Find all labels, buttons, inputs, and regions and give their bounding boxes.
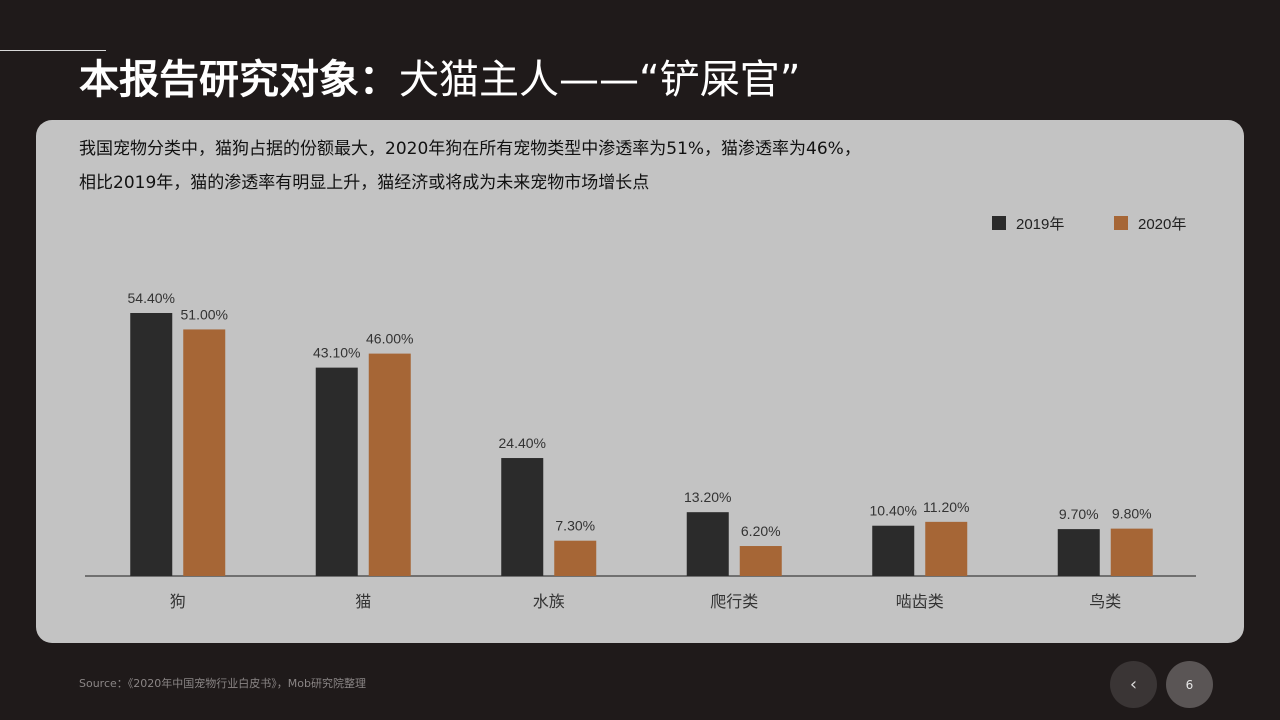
title-rest: 犬猫主人——“铲屎官” [399, 57, 801, 103]
bar-2020-5 [1110, 528, 1153, 576]
data-label-2019-2: 24.40% [499, 435, 546, 451]
content-panel [36, 120, 1244, 643]
data-label-2020-3: 6.20% [741, 523, 781, 539]
bar-2020-2 [554, 540, 597, 576]
bar-2019-1 [315, 367, 358, 576]
top-divider [0, 50, 106, 51]
data-label-2019-3: 13.20% [684, 489, 731, 505]
bar-2019-3 [686, 512, 729, 576]
bar-2020-3 [739, 546, 782, 576]
x-tick-label-4: 啮齿类 [896, 593, 944, 611]
x-tick-label-1: 猫 [355, 593, 371, 611]
description-line-1: 我国宠物分类中，猫狗占据的份额最大，2020年狗在所有宠物类型中渗透率为51%，… [79, 139, 861, 159]
x-tick-label-0: 狗 [170, 593, 186, 611]
description-line-2: 相比2019年，猫的渗透率有明显上升，猫经济或将成为未来宠物市场增长点 [79, 173, 650, 193]
data-label-2020-1: 46.00% [366, 331, 413, 347]
source-note: Source：《2020年中国宠物行业白皮书》，Mob研究院整理 [79, 677, 366, 690]
bar-2019-5 [1057, 529, 1100, 576]
bar-2019-0 [130, 313, 173, 576]
data-label-2020-2: 7.30% [555, 518, 595, 534]
data-label-2019-5: 9.70% [1059, 506, 1099, 522]
data-label-2019-4: 10.40% [870, 503, 917, 519]
description: 我国宠物分类中，猫狗占据的份额最大，2020年狗在所有宠物类型中渗透率为51%，… [79, 132, 861, 200]
x-tick-label-5: 鸟类 [1089, 593, 1121, 611]
bar-2020-1 [368, 353, 411, 576]
page-number: 6 [1185, 677, 1194, 692]
data-label-2019-1: 43.10% [313, 345, 360, 361]
data-label-2020-4: 11.20% [923, 499, 969, 515]
x-tick-label-2: 水族 [533, 593, 565, 611]
prev-page-button[interactable]: ‹ [1110, 661, 1157, 708]
bar-2019-2 [501, 458, 544, 576]
legend-label-1: 2020年 [1138, 216, 1186, 233]
data-label-2020-5: 9.80% [1112, 506, 1152, 522]
page-number-button[interactable]: 6 [1166, 661, 1213, 708]
data-label-2019-0: 54.40% [128, 290, 175, 306]
legend-swatch-1 [1114, 216, 1128, 230]
title-bold: 本报告研究对象： [79, 57, 399, 103]
bar-2020-4 [925, 521, 968, 576]
bar-2020-0 [183, 329, 226, 576]
page-title: 本报告研究对象：犬猫主人——“铲屎官” [79, 54, 800, 106]
bar-2019-4 [872, 525, 915, 576]
legend-swatch-0 [992, 216, 1006, 230]
legend-label-0: 2019年 [1016, 216, 1064, 233]
data-label-2020-0: 51.00% [181, 306, 228, 322]
chevron-left-icon: ‹ [1129, 674, 1138, 695]
x-tick-label-3: 爬行类 [710, 593, 758, 611]
